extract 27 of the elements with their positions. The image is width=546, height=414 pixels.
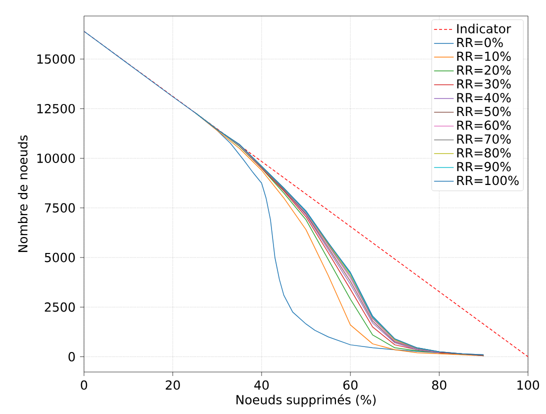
y-tick-label: 5000 <box>44 252 75 262</box>
legend-label: RR=30% <box>457 79 511 89</box>
x-tick-label: 0 <box>80 380 88 390</box>
x-tick-label: 100 <box>517 380 540 390</box>
y-tick-label: 7500 <box>44 203 75 213</box>
legend-label: RR=10% <box>457 52 511 61</box>
x-axis-title: Noeuds supprimés (%) <box>236 394 376 407</box>
legend-label: Indicator <box>457 24 512 34</box>
legend-label: RR=20% <box>457 65 511 75</box>
legend-label: RR=100% <box>457 176 519 186</box>
x-tick-label: 40 <box>254 380 269 390</box>
legend-label: RR=70% <box>457 134 511 144</box>
legend-label: RR=60% <box>457 120 511 130</box>
y-axis-title: Nombre de noeuds <box>18 135 28 252</box>
x-tick-label: 20 <box>166 380 180 390</box>
legend-label: RR=40% <box>457 92 511 102</box>
legend-label: RR=0% <box>457 38 503 48</box>
x-tick-label: 80 <box>432 380 446 390</box>
y-tick-label: 2500 <box>44 302 75 312</box>
x-tick-label: 60 <box>343 380 358 390</box>
y-tick-label: 12500 <box>37 104 75 114</box>
y-tick-label: 0 <box>68 352 75 362</box>
y-tick-label: 15000 <box>37 54 75 64</box>
y-tick-label: 10000 <box>37 154 75 163</box>
legend-label: RR=80% <box>457 148 511 158</box>
legend-label: RR=90% <box>457 162 511 172</box>
legend-label: RR=50% <box>457 106 511 116</box>
